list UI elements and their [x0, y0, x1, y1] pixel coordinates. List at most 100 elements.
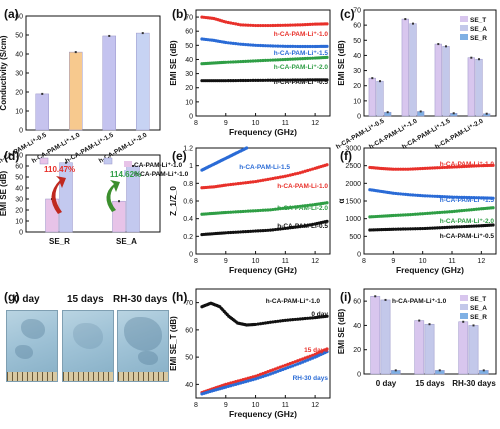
series-1: [200, 347, 329, 395]
data-point: [234, 22, 238, 26]
data-point: [278, 78, 282, 82]
y-tick-label: 30: [15, 71, 23, 78]
data-point: [258, 322, 263, 326]
y-tick-label: 50: [185, 355, 193, 362]
x-category-label: RH-30 days: [452, 379, 496, 388]
legend-swatch: [124, 161, 132, 167]
y-tick-label: 0: [19, 128, 23, 135]
data-point: [301, 23, 305, 27]
data-point: [231, 41, 235, 45]
error-bar: [472, 324, 475, 327]
data-point: [306, 203, 310, 208]
data-point: [266, 321, 270, 325]
data-point: [248, 78, 253, 83]
y-tick-label: 60: [15, 14, 23, 21]
data-point: [296, 171, 300, 175]
error-bar: [386, 111, 389, 114]
data-point: [306, 168, 310, 173]
data-point: [462, 208, 466, 213]
data-point: [273, 23, 278, 28]
data-point: [460, 195, 464, 199]
data-point: [403, 192, 408, 197]
error-bar: [412, 22, 414, 25]
data-point: [239, 181, 243, 185]
x-tick-label: 8: [194, 120, 198, 127]
data-point: [411, 167, 415, 171]
panel-letter: (d): [4, 149, 19, 163]
data-point: [256, 229, 260, 233]
data-point: [445, 225, 449, 229]
data-point: [477, 164, 481, 168]
y-tick-label: 10: [353, 98, 361, 105]
y-tick-label: 2000: [345, 181, 361, 188]
data-point: [256, 179, 260, 183]
legend-swatch: [39, 157, 49, 165]
legend-swatch: [460, 313, 468, 319]
data-point: [452, 195, 457, 199]
data-point: [256, 373, 260, 377]
data-point: [391, 191, 395, 195]
data-point: [433, 211, 437, 215]
data-point: [311, 22, 315, 26]
data-point: [288, 361, 292, 366]
y-axis-label: EMI SE (dB): [337, 309, 346, 355]
data-point: [445, 210, 449, 214]
data-point: [281, 57, 285, 62]
panel-letter: (f): [340, 149, 352, 163]
data-point: [408, 167, 413, 171]
data-point: [288, 318, 292, 322]
data-point: [311, 167, 315, 171]
data-point: [423, 166, 427, 170]
legend-label: SE_R: [470, 35, 487, 42]
data-point: [467, 208, 471, 212]
data-point: [281, 367, 285, 372]
data-point: [229, 79, 233, 83]
data-point: [311, 44, 315, 49]
data-point: [469, 195, 474, 200]
data-point: [440, 165, 444, 170]
data-point: [244, 78, 248, 83]
data-point: [418, 193, 422, 198]
legend-label: CA-PAM-Li⁺-1.0: [134, 162, 182, 169]
data-point: [401, 167, 405, 171]
growth-arrow-icon: [51, 176, 66, 214]
data-point: [231, 230, 235, 234]
data-point: [325, 44, 329, 48]
data-point: [293, 23, 297, 27]
data-point: [248, 59, 253, 63]
data-point: [251, 375, 255, 379]
data-point: [303, 316, 307, 321]
data-point: [403, 213, 408, 217]
data-point: [224, 210, 228, 215]
series-2: [368, 206, 495, 219]
y-axis-label: Z_1/Z_0: [169, 186, 178, 216]
data-point: [253, 377, 258, 381]
data-point: [296, 317, 300, 321]
data-point: [273, 370, 278, 374]
data-point: [430, 194, 435, 198]
y-tick-label: 40: [15, 186, 23, 193]
data-point: [276, 23, 280, 28]
data-point: [311, 353, 315, 357]
data-point: [296, 204, 300, 209]
error-bar: [65, 161, 67, 164]
data-point: [258, 43, 263, 48]
data-point: [234, 210, 238, 214]
data-point: [253, 43, 258, 47]
data-point: [281, 23, 285, 27]
legend-swatch: [103, 157, 113, 165]
data-point: [276, 366, 280, 370]
data-point: [433, 226, 437, 230]
x-category-label: 0 day: [376, 379, 397, 388]
data-point: [226, 384, 230, 389]
data-point: [268, 44, 273, 48]
data-point: [258, 23, 263, 28]
data-point: [283, 23, 287, 27]
data-point: [229, 230, 233, 235]
data-point: [244, 230, 248, 234]
data-point: [303, 23, 307, 27]
bar: [401, 18, 409, 117]
data-point: [416, 227, 420, 231]
data-point: [325, 22, 329, 26]
data-point: [391, 213, 395, 218]
